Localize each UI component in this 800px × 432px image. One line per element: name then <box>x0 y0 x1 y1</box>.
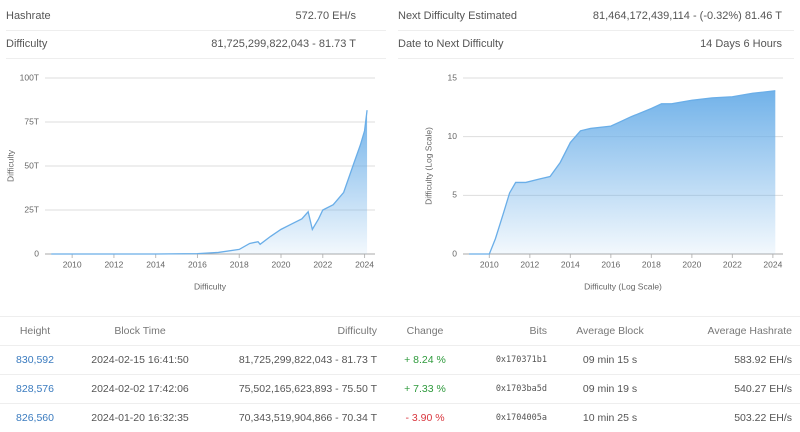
stat-label: Date to Next Difficulty <box>398 30 504 58</box>
y-tick-label: 0 <box>452 248 457 258</box>
y-tick-label: 25T <box>24 204 39 214</box>
block-link[interactable]: 830,592 <box>0 346 70 375</box>
cell: 0x1704005a <box>465 404 555 432</box>
x-tick-label: 2012 <box>104 259 123 269</box>
cell: 70,343,519,904,866 - 70.34 T <box>210 404 385 432</box>
x-tick-label: 2022 <box>313 259 332 269</box>
y-axis-label: Difficulty <box>5 149 15 182</box>
cell: 583.92 EH/s <box>665 346 800 375</box>
cell: 2024-02-02 17:42:06 <box>70 375 210 404</box>
y-tick-label: 5 <box>452 190 457 200</box>
cell: 540.27 EH/s <box>665 375 800 404</box>
cell: 09 min 15 s <box>555 346 665 375</box>
charts: 0 25T 50T 75T 100T 2010 2012 2014 2016 2018 2020 20… <box>0 62 800 307</box>
x-tick-label: 2012 <box>520 259 539 269</box>
x-axis-label: Difficulty (Log Scale) <box>584 281 662 291</box>
cell: 09 min 19 s <box>555 375 665 404</box>
x-tick-label: 2024 <box>355 259 374 269</box>
column-header: Difficulty <box>210 317 385 346</box>
x-tick-label: 2020 <box>272 259 291 269</box>
cell: + 8.24 % <box>385 346 465 375</box>
stat-value: 572.70 EH/s <box>295 2 356 30</box>
stat-label: Difficulty <box>6 30 47 58</box>
cell: 10 min 25 s <box>555 404 665 432</box>
cell: 75,502,165,623,893 - 75.50 T <box>210 375 385 404</box>
column-header: Bits <box>465 317 555 346</box>
stat-value: 14 Days 6 Hours <box>700 30 782 58</box>
x-tick-label: 2010 <box>63 259 82 269</box>
y-tick-label: 100T <box>20 72 39 82</box>
y-axis-label: Difficulty (Log Scale) <box>423 127 433 205</box>
stat: Difficulty 81,725,299,822,043 - 81.73 T <box>6 30 386 59</box>
area <box>469 91 775 254</box>
stat-value: 81,725,299,822,043 - 81.73 T <box>211 30 356 58</box>
cell: - 3.90 % <box>385 404 465 432</box>
y-tick-label: 10 <box>448 131 458 141</box>
column-header: Block Time <box>70 317 210 346</box>
column-header: Average Hashrate <box>665 317 800 346</box>
cell: 0x1703ba5d <box>465 375 555 404</box>
stat-value: 81,464,172,439,114 - (-0.32%) 81.46 T <box>593 2 782 30</box>
column-header: Change <box>385 317 465 346</box>
stat-label: Hashrate <box>6 2 51 30</box>
cell: 81,725,299,822,043 - 81.73 T <box>210 346 385 375</box>
x-tick-label: 2010 <box>480 259 499 269</box>
area <box>51 110 367 254</box>
cell: 2024-01-20 16:32:35 <box>70 404 210 432</box>
cell: 2024-02-15 16:41:50 <box>70 346 210 375</box>
x-tick-label: 2016 <box>601 259 620 269</box>
block-link[interactable]: 828,576 <box>0 375 70 404</box>
x-tick-label: 2020 <box>682 259 701 269</box>
x-tick-label: 2018 <box>642 259 661 269</box>
cell: 503.22 EH/s <box>665 404 800 432</box>
stat: Next Difficulty Estimated 81,464,172,439,… <box>398 2 794 31</box>
y-tick-label: 0 <box>34 248 39 258</box>
stat: Date to Next Difficulty 14 Days 6 Hours <box>398 30 794 59</box>
cell: + 7.33 % <box>385 375 465 404</box>
x-tick-label: 2024 <box>763 259 782 269</box>
column-header: Height <box>0 317 70 346</box>
x-tick-label: 2014 <box>561 259 580 269</box>
x-tick-label: 2016 <box>188 259 207 269</box>
column-header: Average Block <box>555 317 665 346</box>
x-tick-label: 2014 <box>146 259 165 269</box>
y-tick-label: 75T <box>24 116 39 126</box>
y-tick-label: 50T <box>24 160 39 170</box>
y-tick-label: 15 <box>448 72 458 82</box>
x-tick-label: 2022 <box>723 259 742 269</box>
block-link[interactable]: 826,560 <box>0 404 70 432</box>
stat: Hashrate 572.70 EH/s <box>6 2 386 31</box>
x-axis-label: Difficulty <box>194 281 227 291</box>
stat-label: Next Difficulty Estimated <box>398 2 517 30</box>
cell: 0x170371b1 <box>465 346 555 375</box>
x-tick-label: 2018 <box>230 259 249 269</box>
